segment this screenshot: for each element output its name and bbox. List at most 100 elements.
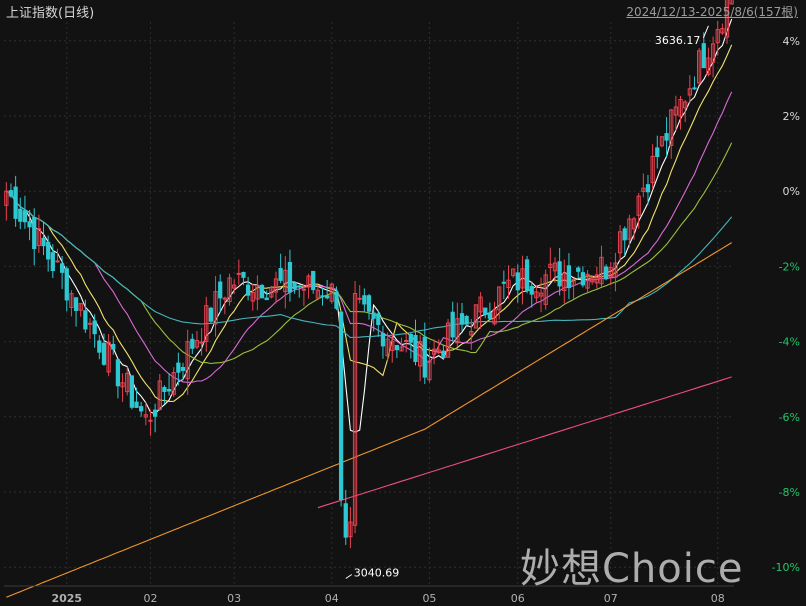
candle-body	[622, 228, 627, 241]
candle-body	[599, 256, 604, 285]
candle-body	[445, 322, 451, 358]
candle-body	[455, 318, 460, 344]
candle-body	[431, 348, 437, 355]
candle-body	[366, 295, 372, 312]
candle-body	[120, 382, 125, 388]
candle-body	[520, 268, 525, 289]
candle-body	[87, 322, 93, 325]
candle-body	[176, 362, 181, 373]
candle-body	[143, 414, 148, 418]
candle-body	[594, 274, 599, 284]
candle-body	[492, 309, 497, 325]
candle-body	[580, 272, 586, 286]
candle-body	[673, 106, 679, 116]
candle-body	[664, 133, 669, 141]
candle-body	[706, 57, 711, 75]
candle-body	[408, 334, 413, 343]
x-tick-label: 04	[325, 592, 339, 605]
candle-body	[227, 277, 232, 303]
candle-body	[59, 263, 65, 273]
candle-body	[385, 338, 390, 357]
candle-body	[524, 259, 530, 291]
candle-body	[199, 341, 204, 344]
candle-body	[464, 316, 469, 325]
candle-body	[180, 367, 186, 371]
candle-body	[222, 297, 227, 300]
candle-body	[543, 274, 548, 305]
candle-body	[357, 297, 362, 300]
candle-body	[631, 218, 637, 230]
candle-body	[269, 287, 274, 298]
candle-body	[590, 277, 595, 283]
candle-body	[552, 262, 558, 272]
candle-body	[97, 340, 102, 353]
candle-body	[92, 320, 97, 335]
candle-body	[301, 288, 307, 291]
candle-body	[134, 401, 139, 408]
y-tick-label: -4%	[779, 336, 800, 349]
candle-body	[641, 187, 646, 192]
candle-body	[278, 268, 283, 281]
candle-body	[148, 419, 153, 422]
candle-body	[511, 268, 516, 277]
candle-body	[334, 291, 339, 309]
candle-body	[264, 297, 269, 301]
chart-title: 上证指数(日线)	[6, 6, 95, 21]
candle-body	[645, 184, 651, 193]
candle-body	[650, 155, 655, 184]
candle-body	[315, 289, 320, 299]
ma250-line	[317, 376, 732, 509]
candle-body	[185, 341, 190, 380]
y-tick-label: -10%	[772, 561, 800, 574]
candle-body	[413, 334, 418, 362]
candle-body	[604, 266, 609, 280]
high-arrow	[702, 25, 709, 38]
candle-body	[683, 101, 688, 109]
candle-body	[608, 267, 613, 278]
candle-body	[669, 109, 674, 146]
candle-body	[566, 265, 572, 289]
candle-body	[720, 28, 725, 34]
ma30-line	[6, 142, 733, 365]
x-tick-label: 07	[604, 592, 618, 605]
candle-body	[469, 331, 474, 336]
candle-body	[18, 208, 23, 222]
candle-body	[241, 271, 246, 278]
candle-body	[101, 342, 107, 365]
candle-body	[348, 521, 353, 538]
x-tick-label: 2025	[51, 592, 82, 605]
date-range-label[interactable]: 2024/12/13-2025/8/6(157根)	[626, 5, 798, 19]
low-value-label: 3040.69	[354, 566, 400, 579]
candle-body	[194, 340, 200, 348]
candle-body	[69, 293, 74, 308]
candle-body	[27, 221, 32, 228]
axes: 4% 2% 0% -2% -4% -6% -8% -10% 2025 02 03 04 05 06 07 08	[4, 35, 800, 605]
candle-body	[576, 267, 581, 272]
y-tick-label: 2%	[783, 110, 800, 123]
candle-body	[255, 284, 260, 300]
candle-body	[245, 284, 251, 296]
candle-body	[236, 272, 241, 275]
annotations: 3636.17 3040.69	[345, 25, 709, 579]
candle-body	[678, 99, 683, 117]
candle-body	[627, 218, 632, 240]
candle-body	[111, 343, 116, 350]
candle-body	[166, 388, 172, 392]
candle-body	[343, 503, 348, 538]
candle-body	[32, 216, 37, 250]
y-tick-label: 4%	[783, 35, 800, 48]
candle-body	[46, 241, 51, 260]
y-tick-label: 0%	[783, 185, 800, 198]
candle-body	[459, 313, 465, 325]
x-tick-label: 08	[711, 592, 725, 605]
candle-body	[157, 380, 162, 410]
candle-body	[473, 304, 479, 329]
candle-body	[487, 312, 493, 319]
candle-body	[171, 372, 176, 395]
candle-body	[292, 282, 297, 290]
candle-body	[427, 360, 432, 381]
candle-body	[692, 87, 697, 90]
ma5-line	[6, 18, 733, 433]
candle-body	[399, 346, 404, 352]
